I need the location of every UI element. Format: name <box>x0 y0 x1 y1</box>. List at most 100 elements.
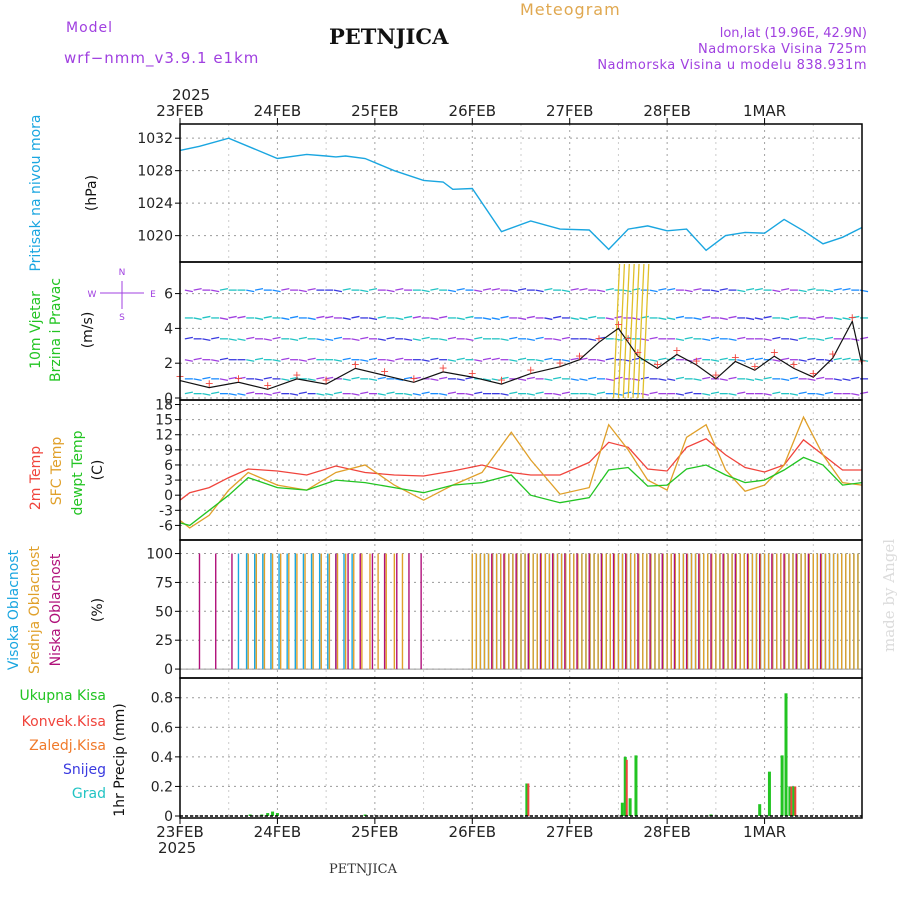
wind-arrow <box>728 393 737 396</box>
wind-arrow <box>614 376 623 380</box>
wind-arrow <box>456 357 465 361</box>
wind-arrow <box>816 393 825 396</box>
total-precip-bar <box>634 755 638 816</box>
wind-arrow <box>307 378 316 381</box>
wind-arrow <box>211 359 220 362</box>
wind-arrow <box>719 378 728 381</box>
wind-gust-marker: + <box>731 351 740 364</box>
wind-arrow <box>228 338 237 341</box>
wind-arrow <box>254 287 264 291</box>
cloud_cover-y-tick-label: 0 <box>164 662 173 678</box>
wind-arrow <box>623 391 632 395</box>
wind-arrow <box>702 338 711 341</box>
wind-arrow <box>482 287 492 291</box>
wind-arrow <box>184 391 193 395</box>
pressure-y-tick-label: 1032 <box>137 131 173 147</box>
wind-arrow <box>807 357 816 361</box>
high-cloud-ylabel: Visoka Oblacnost <box>6 549 22 670</box>
wind-arrow <box>403 315 413 319</box>
wind-arrow <box>298 289 307 293</box>
bottom-time-label: 27FEB <box>546 823 593 841</box>
wind-arrow <box>491 378 500 381</box>
wind-arrow <box>439 338 448 341</box>
wind-arrow <box>553 315 562 319</box>
wind-arrow <box>351 315 360 319</box>
bottom-time-label: 23FEB <box>156 823 203 841</box>
wind-arrow <box>544 378 553 381</box>
wind-gust-marker: + <box>594 332 603 345</box>
wind-arrow <box>219 378 229 381</box>
wind-arrow <box>781 317 790 321</box>
wind-arrow <box>228 315 237 319</box>
wind-arrow <box>219 357 229 361</box>
top-time-label: 23FEB <box>156 102 203 120</box>
precipitation-y-tick-label: 0.6 <box>151 720 173 736</box>
wind-arrow <box>342 287 351 291</box>
conv-precip-legend: Konvek.Kisa <box>22 714 106 730</box>
temp2m-line <box>179 438 862 501</box>
wind-arrow <box>544 317 553 321</box>
compass-east: E <box>150 290 156 300</box>
wind-arrow <box>851 315 860 319</box>
data-marks: ++ +++ +++++ +++++++++++++++++++++ <box>175 137 869 817</box>
elevation-info: Nadmorska Visina 725m <box>698 42 867 57</box>
wind-arrow <box>579 287 588 291</box>
wind-arrow <box>675 376 685 380</box>
wind-arrow <box>772 359 781 362</box>
wind-arrow <box>351 376 360 380</box>
wind-arrow <box>737 391 746 395</box>
total-precip-bar <box>758 804 762 816</box>
wind-arrow <box>465 315 474 319</box>
wind-arrow <box>570 317 579 321</box>
wind-arrow <box>474 336 483 340</box>
top-time-label: 1MAR <box>743 102 786 120</box>
wind-arrow <box>342 317 351 321</box>
wind-arrow <box>658 357 667 361</box>
wind-arrow <box>570 287 579 291</box>
wind-arrow <box>833 378 842 381</box>
wind-arrow <box>623 336 632 340</box>
wind-gust-marker: + <box>409 372 418 385</box>
wind-arrow <box>368 287 378 291</box>
total-precip-bar <box>525 783 529 816</box>
wind-gust-marker: + <box>672 344 681 357</box>
top-time-label: 26FEB <box>449 102 496 120</box>
wind-arrow <box>588 393 597 396</box>
wind-arrow <box>263 376 272 380</box>
wind-arrow <box>491 317 500 321</box>
wind-arrow <box>798 359 807 362</box>
wind-arrow <box>640 315 649 319</box>
wind-arrow <box>824 336 834 340</box>
temperature-y-tick-label: -6 <box>159 518 173 534</box>
wind-ylabel: 10m Vjetar <box>28 291 44 369</box>
wind-gust-marker: + <box>438 362 447 375</box>
wind-arrow <box>754 287 763 291</box>
wind-arrow <box>246 289 255 293</box>
wind-arrow <box>289 376 299 380</box>
wind-arrow <box>596 289 606 293</box>
wind-arrow <box>570 378 579 381</box>
temp-unit-label: (C) <box>90 460 106 481</box>
wind-arrow <box>465 338 474 341</box>
top-time-label: 25FEB <box>351 102 398 120</box>
wind-arrow <box>517 287 527 291</box>
wind10m-y-tick-label: 2 <box>164 356 173 372</box>
wind-arrow <box>447 391 457 395</box>
wind-arrow <box>526 315 535 319</box>
wind-arrow <box>368 378 378 381</box>
wind-arrow <box>824 359 834 362</box>
wind-gust-marker: + <box>526 363 535 376</box>
wind-arrow <box>772 391 781 395</box>
wind-arrow <box>272 391 281 395</box>
wind-arrow <box>649 359 658 362</box>
wind-arrow <box>605 357 614 361</box>
wind-arrow <box>193 378 202 381</box>
frozen-precip-legend: Zaledj.Kisa <box>29 738 106 754</box>
wind-arrow <box>824 289 834 293</box>
wind-arrow <box>807 287 816 291</box>
wind-arrow <box>316 338 325 341</box>
wind-arrow <box>211 391 220 395</box>
wind-arrow <box>535 336 544 340</box>
wind-arrow <box>605 317 614 321</box>
temperature-y-tick-label: 0 <box>164 488 173 504</box>
